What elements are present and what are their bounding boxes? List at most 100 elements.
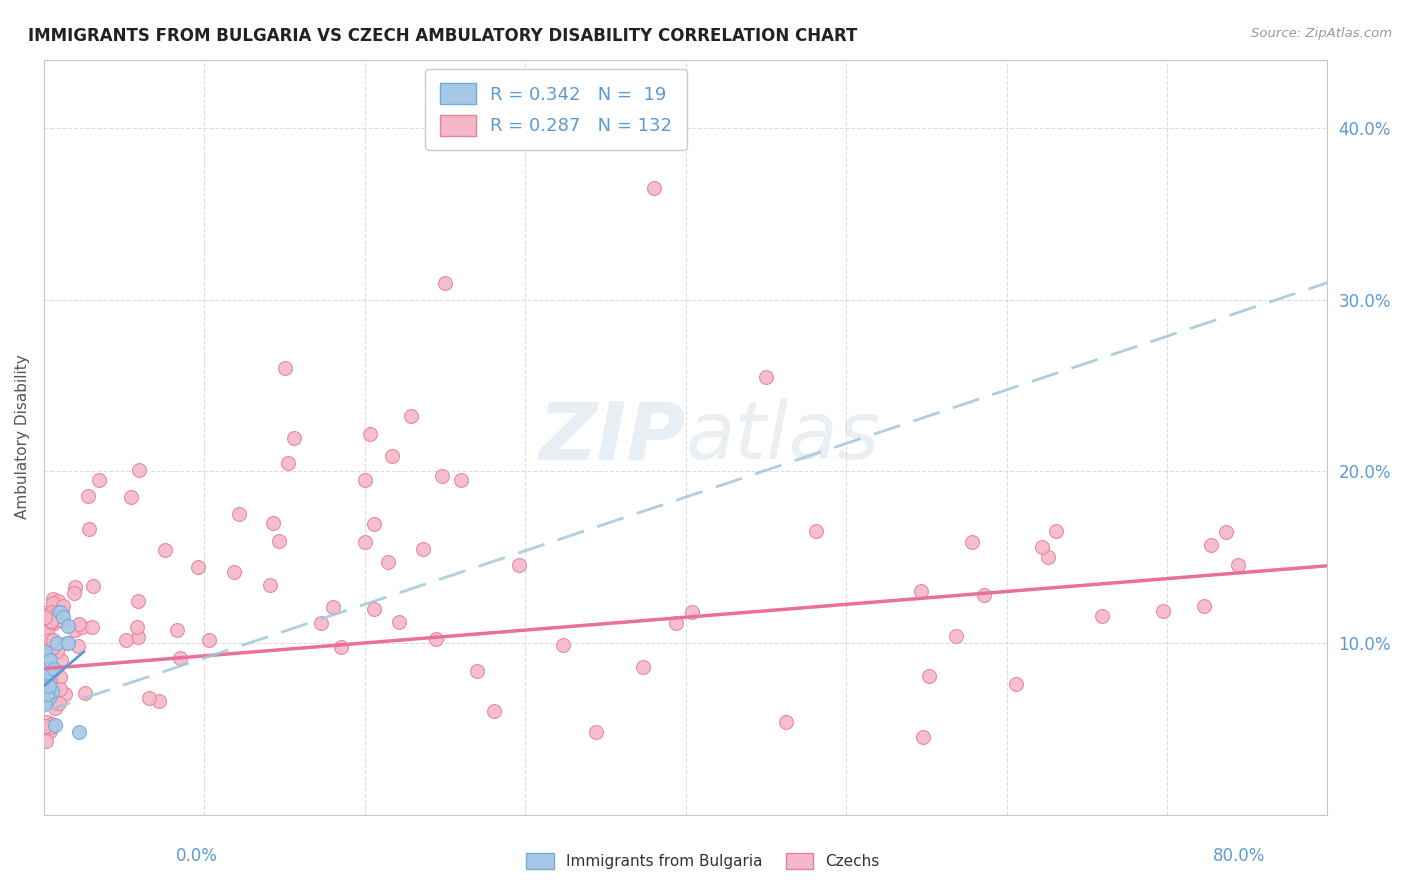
Point xyxy=(138,691,160,706)
Point xyxy=(41,644,63,658)
Point xyxy=(63,586,86,600)
Point xyxy=(72,620,94,634)
Point xyxy=(330,640,353,654)
Point xyxy=(1005,677,1028,691)
Point xyxy=(45,644,67,658)
Point xyxy=(363,601,385,615)
Point xyxy=(960,535,983,549)
Point xyxy=(42,690,65,705)
Point xyxy=(1038,550,1060,565)
Point xyxy=(775,714,797,729)
Point xyxy=(41,717,63,731)
Point xyxy=(353,473,375,487)
Legend: Immigrants from Bulgaria, Czechs: Immigrants from Bulgaria, Czechs xyxy=(520,847,886,875)
Point xyxy=(39,687,62,701)
Point xyxy=(37,672,59,686)
Point xyxy=(665,615,688,630)
Point xyxy=(508,558,530,572)
Point xyxy=(169,651,191,665)
Point xyxy=(38,723,60,738)
Point xyxy=(34,606,56,620)
Legend: R = 0.342   N =  19, R = 0.287   N = 132: R = 0.342 N = 19, R = 0.287 N = 132 xyxy=(425,69,686,150)
Point xyxy=(37,630,59,644)
Point xyxy=(41,679,63,693)
Point xyxy=(39,614,62,628)
Point xyxy=(377,555,399,569)
Point xyxy=(148,694,170,708)
Point xyxy=(52,610,75,624)
Point xyxy=(359,427,381,442)
Point xyxy=(1215,524,1237,539)
Point xyxy=(41,633,63,648)
Point xyxy=(42,616,65,631)
Point xyxy=(49,670,72,684)
Point xyxy=(166,624,188,638)
Point xyxy=(450,473,472,487)
Point xyxy=(67,640,90,654)
Point xyxy=(34,609,56,624)
Point xyxy=(39,720,62,734)
Point xyxy=(1227,558,1250,572)
Point xyxy=(41,596,63,610)
Point xyxy=(311,615,333,630)
Point xyxy=(127,594,149,608)
Point xyxy=(49,613,72,627)
Point xyxy=(39,664,62,678)
Text: 0.0%: 0.0% xyxy=(176,847,218,865)
Point xyxy=(49,605,72,619)
Point xyxy=(52,614,75,628)
Point xyxy=(42,662,65,676)
Text: Source: ZipAtlas.com: Source: ZipAtlas.com xyxy=(1251,27,1392,40)
Point xyxy=(322,600,344,615)
Point xyxy=(128,463,150,477)
Point xyxy=(77,489,100,503)
Point xyxy=(38,632,60,647)
Point xyxy=(73,685,96,699)
Point xyxy=(35,624,58,639)
Point xyxy=(755,370,778,384)
Point xyxy=(273,361,295,376)
Point xyxy=(34,607,56,622)
Point xyxy=(56,636,79,650)
Text: ZIP: ZIP xyxy=(538,398,686,476)
Point xyxy=(35,688,58,702)
Point xyxy=(67,725,90,739)
Point xyxy=(643,181,665,195)
Point xyxy=(585,725,607,739)
Point xyxy=(432,469,454,483)
Point xyxy=(631,660,654,674)
Point xyxy=(89,474,111,488)
Point xyxy=(48,600,70,615)
Point xyxy=(48,681,70,696)
Point xyxy=(187,559,209,574)
Point xyxy=(267,533,290,548)
Point xyxy=(37,615,59,630)
Point xyxy=(39,615,62,630)
Point xyxy=(283,431,305,445)
Point xyxy=(465,665,488,679)
Point xyxy=(551,638,574,652)
Point xyxy=(35,662,58,676)
Point xyxy=(56,636,79,650)
Point xyxy=(37,641,59,656)
Point xyxy=(34,679,56,693)
Point xyxy=(363,517,385,532)
Point xyxy=(44,718,66,732)
Point xyxy=(34,697,56,711)
Point xyxy=(353,535,375,549)
Point xyxy=(120,490,142,504)
Point xyxy=(125,620,148,634)
Point xyxy=(412,542,434,557)
Point xyxy=(153,542,176,557)
Text: IMMIGRANTS FROM BULGARIA VS CZECH AMBULATORY DISABILITY CORRELATION CHART: IMMIGRANTS FROM BULGARIA VS CZECH AMBULA… xyxy=(28,27,858,45)
Point xyxy=(401,409,423,423)
Point xyxy=(46,594,69,608)
Point xyxy=(918,669,941,683)
Point xyxy=(77,522,100,536)
Text: atlas: atlas xyxy=(686,398,880,476)
Point xyxy=(39,653,62,667)
Point xyxy=(38,681,60,695)
Point xyxy=(34,719,56,733)
Point xyxy=(82,620,104,634)
Point xyxy=(67,616,90,631)
